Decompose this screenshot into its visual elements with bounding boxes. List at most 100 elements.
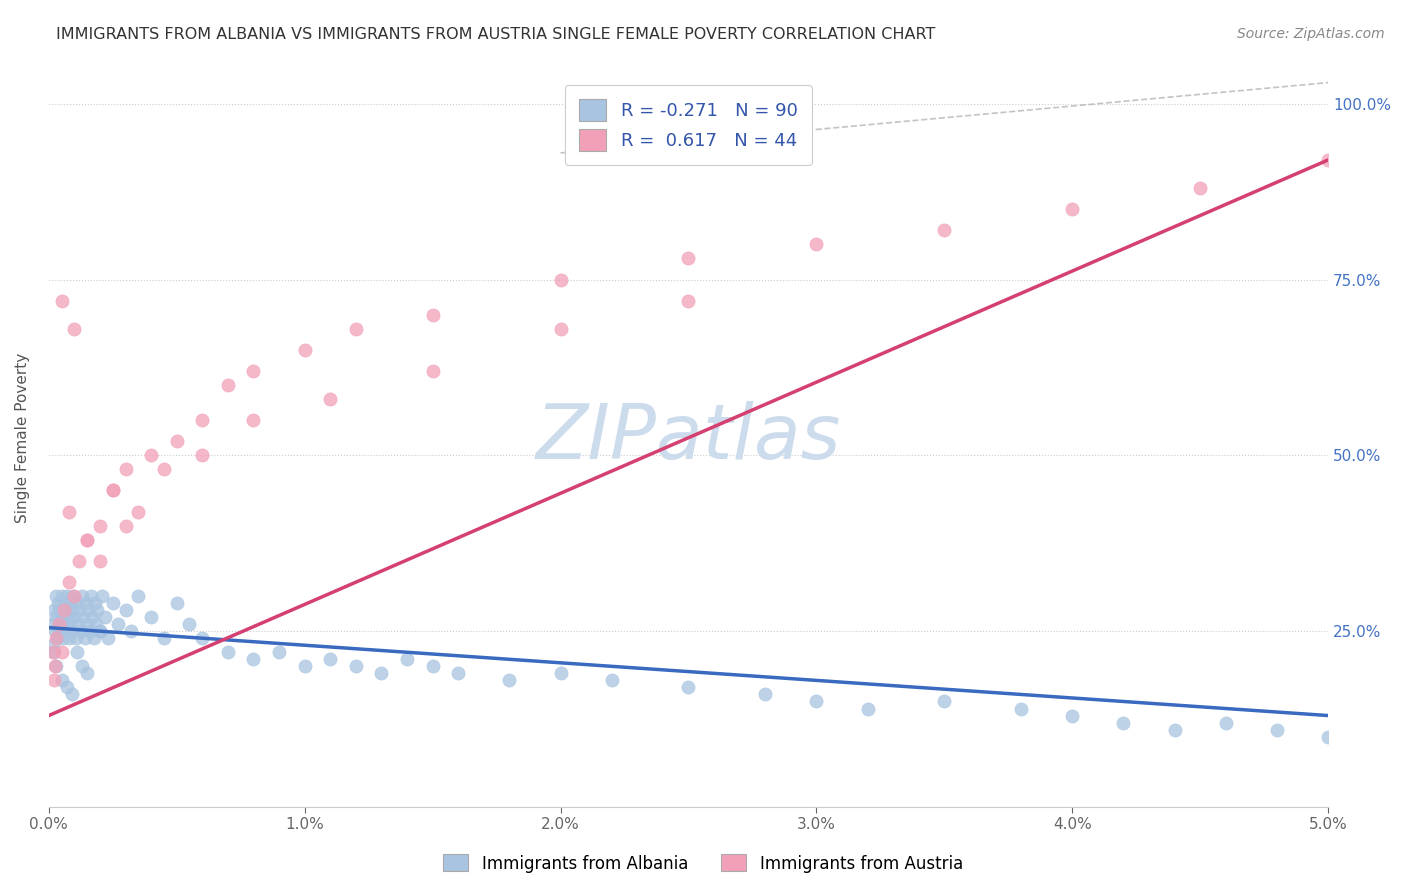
Point	[69, 624, 91, 639]
Point	[52, 631, 75, 645]
Point	[83, 596, 105, 610]
Point	[45, 659, 67, 673]
Point	[59, 596, 82, 610]
Point	[76, 666, 98, 681]
Point	[58, 631, 80, 645]
Point	[69, 603, 91, 617]
Point	[267, 645, 290, 659]
Point	[79, 624, 101, 639]
Point	[89, 624, 111, 639]
Point	[63, 589, 86, 603]
Point	[1189, 181, 1212, 195]
Point	[44, 659, 66, 673]
Point	[498, 673, 520, 688]
Point	[550, 666, 572, 681]
Point	[422, 308, 444, 322]
Point	[83, 631, 105, 645]
Point	[76, 617, 98, 632]
Point	[58, 574, 80, 589]
Point	[97, 631, 120, 645]
Point	[44, 624, 66, 639]
Point	[55, 603, 77, 617]
Point	[166, 596, 188, 610]
Point	[856, 701, 879, 715]
Point	[114, 603, 136, 617]
Point	[191, 413, 214, 427]
Point	[76, 533, 98, 547]
Point	[107, 617, 129, 632]
Point	[41, 638, 63, 652]
Point	[67, 617, 90, 632]
Point	[65, 631, 87, 645]
Point	[294, 659, 316, 673]
Point	[678, 293, 700, 308]
Point	[75, 596, 97, 610]
Point	[69, 554, 91, 568]
Point	[422, 364, 444, 378]
Point	[55, 624, 77, 639]
Point	[82, 610, 104, 624]
Point	[806, 237, 828, 252]
Point	[217, 645, 239, 659]
Point	[191, 631, 214, 645]
Text: IMMIGRANTS FROM ALBANIA VS IMMIGRANTS FROM AUSTRIA SINGLE FEMALE POVERTY CORRELA: IMMIGRANTS FROM ALBANIA VS IMMIGRANTS FR…	[56, 27, 935, 42]
Point	[114, 518, 136, 533]
Point	[1062, 708, 1084, 723]
Point	[51, 610, 73, 624]
Text: ZIPatlas: ZIPatlas	[536, 401, 841, 475]
Point	[59, 617, 82, 632]
Point	[42, 673, 65, 688]
Point	[91, 589, 114, 603]
Point	[58, 505, 80, 519]
Point	[42, 617, 65, 632]
Point	[217, 378, 239, 392]
Point	[86, 603, 108, 617]
Point	[101, 483, 124, 498]
Point	[41, 645, 63, 659]
Point	[179, 617, 201, 632]
Point	[101, 596, 124, 610]
Point	[51, 673, 73, 688]
Point	[94, 610, 117, 624]
Point	[45, 589, 67, 603]
Point	[319, 392, 342, 406]
Point	[127, 589, 149, 603]
Point	[84, 617, 107, 632]
Point	[72, 610, 94, 624]
Point	[45, 631, 67, 645]
Point	[89, 554, 111, 568]
Point	[754, 688, 776, 702]
Point	[46, 596, 69, 610]
Point	[55, 681, 77, 695]
Point	[1317, 153, 1340, 167]
Point	[1163, 723, 1185, 737]
Text: Source: ZipAtlas.com: Source: ZipAtlas.com	[1237, 27, 1385, 41]
Point	[934, 223, 956, 237]
Point	[422, 659, 444, 673]
Point	[48, 617, 70, 632]
Point	[395, 652, 418, 666]
Point	[60, 688, 83, 702]
Point	[73, 631, 96, 645]
Point	[120, 624, 142, 639]
Point	[66, 645, 89, 659]
Point	[678, 681, 700, 695]
Point	[45, 631, 67, 645]
Point	[344, 322, 367, 336]
Point	[1265, 723, 1288, 737]
Point	[70, 589, 93, 603]
Point	[49, 624, 72, 639]
Point	[934, 694, 956, 708]
Point	[242, 413, 264, 427]
Point	[153, 462, 176, 476]
Point	[42, 645, 65, 659]
Point	[53, 596, 76, 610]
Point	[51, 293, 73, 308]
Point	[319, 652, 342, 666]
Legend: R = -0.271   N = 90, R =  0.617   N = 44: R = -0.271 N = 90, R = 0.617 N = 44	[565, 85, 813, 165]
Point	[56, 610, 79, 624]
Point	[76, 533, 98, 547]
Point	[89, 624, 111, 639]
Point	[53, 617, 76, 632]
Point	[70, 659, 93, 673]
